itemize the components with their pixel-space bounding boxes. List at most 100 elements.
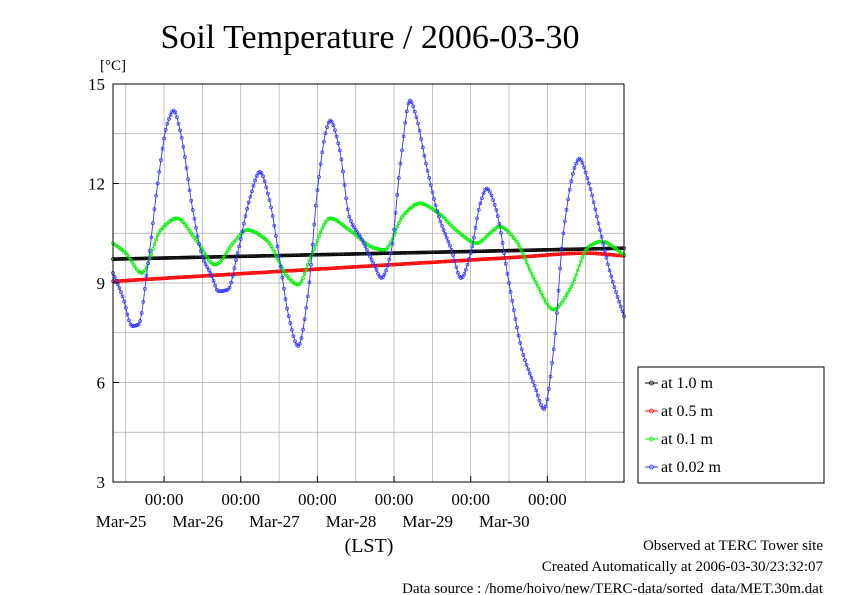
data-point <box>269 244 273 248</box>
data-point <box>398 161 403 166</box>
data-point <box>176 121 181 126</box>
data-point <box>598 228 602 232</box>
data-point <box>283 297 288 301</box>
data-point <box>513 317 518 321</box>
x-tick-time-label: 00:00 <box>145 490 184 509</box>
data-point <box>524 362 529 367</box>
data-point <box>151 247 155 251</box>
data-point <box>390 241 395 246</box>
data-point <box>189 198 194 203</box>
data-point <box>309 254 313 259</box>
data-point <box>122 299 127 304</box>
data-point <box>243 214 248 218</box>
data-point <box>428 183 433 188</box>
legend-label: at 1.0 m <box>661 375 714 392</box>
data-point <box>371 261 376 266</box>
data-point <box>489 193 494 198</box>
data-point <box>131 324 136 328</box>
data-point <box>535 283 540 288</box>
footer-observed-site: Observed at TERC Tower site <box>643 538 823 554</box>
data-point <box>572 277 577 282</box>
x-tick-date-label: Mar-29 <box>402 512 453 531</box>
data-point <box>329 119 334 124</box>
data-point <box>224 288 229 292</box>
legend-marker <box>649 436 654 442</box>
data-point <box>211 278 216 283</box>
data-point <box>323 131 328 136</box>
data-point <box>387 257 392 262</box>
data-point <box>524 260 529 264</box>
data-point <box>312 222 317 227</box>
data-point <box>267 241 272 246</box>
data-point <box>301 276 305 280</box>
data-point <box>563 219 567 224</box>
data-point <box>389 251 393 255</box>
data-point <box>213 283 218 288</box>
data-point <box>321 223 326 228</box>
data-point <box>419 137 424 141</box>
legend: at 1.0 m at 0.5 m at 0.1 m at 0.02 m <box>637 366 825 484</box>
data-point <box>382 247 387 252</box>
data-point <box>143 268 147 273</box>
x-tick-time-label: 00:00 <box>451 490 490 509</box>
data-point <box>436 214 441 219</box>
data-point <box>270 214 275 218</box>
data-point <box>304 305 309 310</box>
data-point <box>507 281 511 285</box>
data-point <box>178 128 182 133</box>
data-point <box>599 235 604 239</box>
data-point <box>270 246 275 251</box>
data-point <box>373 264 377 269</box>
data-point <box>476 207 481 212</box>
data-point <box>435 209 440 214</box>
data-point <box>123 306 128 310</box>
data-point <box>398 218 403 222</box>
data-point <box>151 221 155 226</box>
data-point <box>548 374 553 379</box>
data-point <box>569 284 574 289</box>
data-point <box>310 242 315 247</box>
data-point <box>272 250 277 254</box>
data-point <box>192 216 197 221</box>
data-point <box>184 166 189 170</box>
data-point <box>222 253 227 258</box>
data-point <box>409 100 414 105</box>
data-point <box>534 388 539 393</box>
data-point <box>480 196 484 201</box>
data-point <box>143 287 147 291</box>
data-point <box>264 185 269 190</box>
data-point <box>401 134 406 139</box>
data-point <box>286 314 291 319</box>
data-point <box>523 256 527 261</box>
data-point <box>293 339 297 344</box>
data-point <box>334 134 339 139</box>
data-point <box>229 280 234 285</box>
data-point <box>567 287 572 292</box>
data-point <box>360 238 364 242</box>
data-point <box>615 295 620 299</box>
data-point <box>131 263 136 267</box>
data-point <box>579 259 583 264</box>
legend-marker <box>649 408 654 414</box>
data-point <box>315 238 320 243</box>
data-point <box>149 252 154 256</box>
footer-data-source: Data source : /home/hoivo/new/TERC-data/… <box>402 581 824 595</box>
data-point <box>580 255 585 260</box>
data-point <box>376 271 380 276</box>
data-point <box>534 280 539 285</box>
data-point <box>499 231 503 235</box>
data-point <box>282 269 286 274</box>
data-point <box>299 336 304 340</box>
data-point <box>173 110 178 115</box>
data-point <box>587 181 591 186</box>
data-point <box>337 148 342 153</box>
data-point <box>302 272 307 276</box>
data-point <box>198 249 203 253</box>
data-point <box>527 371 532 376</box>
data-point <box>585 176 590 180</box>
data-point <box>555 311 559 315</box>
data-point <box>248 194 253 199</box>
data-point <box>155 233 160 238</box>
legend-marker <box>649 380 654 386</box>
data-point <box>473 226 478 230</box>
